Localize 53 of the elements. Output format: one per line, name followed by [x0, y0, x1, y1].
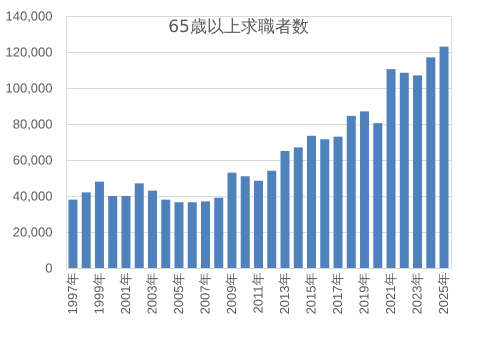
x-tick-label: 2011年 [250, 272, 266, 314]
bar [346, 116, 356, 268]
bar [94, 182, 104, 268]
x-tick-label: 2009年 [224, 272, 239, 314]
bar [174, 202, 184, 268]
bar [161, 200, 170, 268]
chart-title: 65歳以上求職者数 [168, 17, 309, 37]
bar [320, 139, 330, 268]
x-tick-label: 1999年 [91, 272, 106, 314]
bar [307, 136, 316, 268]
bar [188, 202, 197, 268]
x-tick-label: 2019年 [356, 272, 372, 314]
y-tick-label: 40,000 [12, 188, 52, 204]
bar [68, 200, 78, 268]
bar [294, 147, 303, 268]
bar [373, 123, 382, 268]
bar [254, 180, 263, 268]
bar [121, 196, 130, 268]
x-tick-label: 2001年 [118, 272, 133, 314]
bar [134, 183, 144, 268]
bar [148, 190, 157, 268]
bar [108, 196, 118, 268]
x-tick-label: 2007年 [197, 272, 212, 314]
x-tick-label: 2015年 [304, 272, 319, 314]
x-tick-label: 2005年 [170, 272, 186, 314]
y-tick-label: 120,000 [6, 44, 52, 60]
bar [426, 57, 436, 268]
x-tick-label: 2021年 [383, 272, 398, 314]
bar [413, 75, 422, 268]
y-tick-label: 0 [45, 260, 52, 276]
bar [334, 136, 343, 268]
x-tick-label: 2013年 [277, 272, 292, 314]
bar [440, 46, 449, 268]
bar [280, 151, 290, 268]
y-tick-label: 20,000 [12, 224, 52, 240]
bar [360, 111, 370, 268]
bar [267, 170, 276, 268]
y-tick-label: 80,000 [12, 116, 52, 132]
x-tick-label: 2023年 [410, 272, 425, 314]
bar [227, 172, 236, 268]
bar [240, 176, 250, 268]
x-tick-label: 2025年 [436, 272, 452, 314]
y-tick-label: 100,000 [6, 80, 52, 96]
bar [200, 201, 210, 268]
x-tick-label: 1997年 [64, 272, 80, 314]
y-tick-label: 60,000 [12, 152, 52, 168]
x-tick-label: 2017年 [330, 272, 346, 314]
bar [82, 192, 91, 268]
bar [214, 198, 224, 268]
bar [386, 69, 396, 268]
bar [400, 72, 409, 268]
x-tick-label: 2003年 [144, 272, 160, 314]
y-tick-label: 140,000 [6, 8, 52, 24]
